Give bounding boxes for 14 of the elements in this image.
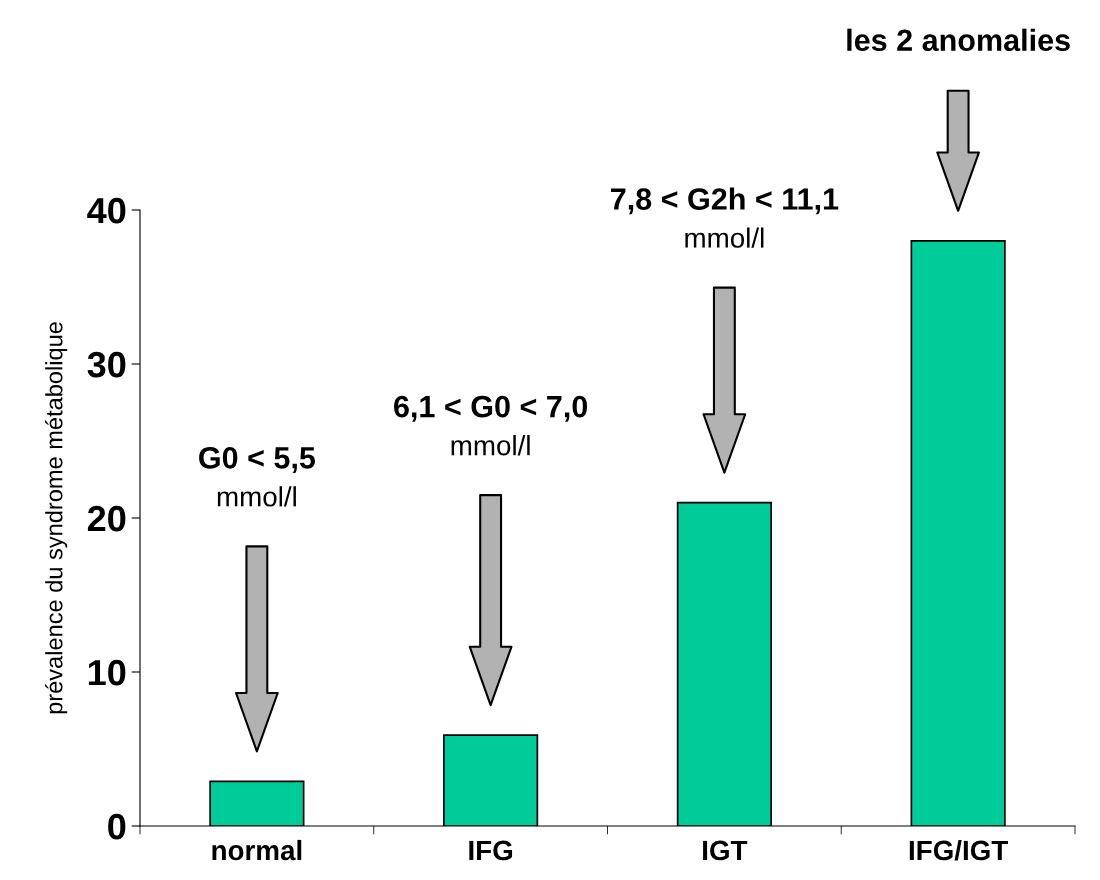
y-axis-title: prévalence du syndrome métabolique <box>44 322 68 714</box>
x-tick-label: normal <box>212 839 302 861</box>
x-tick-label: IFG <box>469 840 513 861</box>
y-tick-label: 40 <box>87 197 126 224</box>
y-tick-label: 20 <box>87 505 126 532</box>
annotation: 6,1 < G0 < 7,0 mmol/l <box>394 395 588 456</box>
text: les 2 anomalies <box>847 28 1070 52</box>
annotation: G0 < 5,5 mmol/l <box>199 447 316 507</box>
annotation: 7,8 < G2h < 11,1 mmol/l <box>611 187 839 248</box>
y-tick-label: 10 <box>88 659 126 686</box>
x-tick-label: IGT <box>703 840 748 861</box>
y-tick-label: 30 <box>87 351 126 378</box>
y-tick-label: 0 <box>108 813 126 840</box>
x-tick-label: IFG/IGT <box>909 839 1008 861</box>
